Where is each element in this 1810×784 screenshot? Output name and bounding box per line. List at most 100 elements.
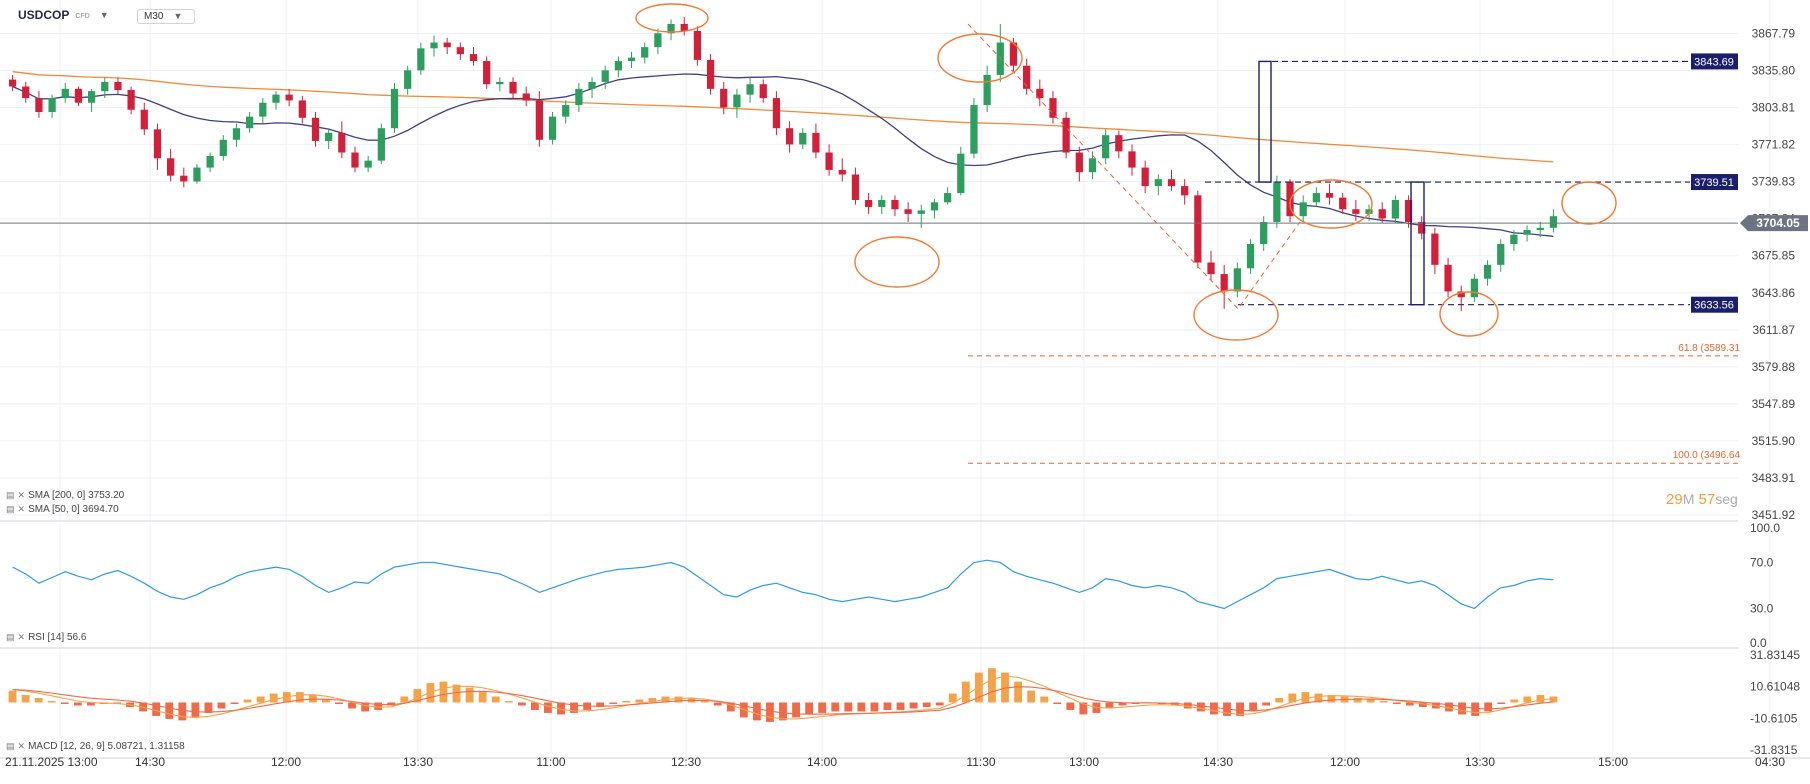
symbol-name[interactable]: USDCOP [18,8,70,22]
price-tick-label: 3835.80 [1752,64,1796,78]
menu-icon[interactable]: ▤ [6,632,15,642]
candle-body [272,94,280,103]
candle-body [1036,88,1044,99]
candle-body [799,132,807,145]
macd-bar [1275,698,1284,703]
close-icon[interactable]: ✕ [17,504,26,514]
macd-legend[interactable]: ▤ ✕ MACD [12, 26, 9] 5.08721, 1.31158 [6,741,185,752]
candle-body [1325,193,1334,198]
time-tick-label: 15:00 [1598,755,1628,769]
macd-bar [491,696,500,703]
candle-body [706,59,715,89]
macd-bar [335,702,343,704]
level-label: 3739.51 [1694,177,1734,189]
candle-body [1115,135,1123,152]
candle-body [588,81,596,89]
time-tick-label: 13:30 [403,755,433,769]
candle-body [469,54,478,62]
candle-body [917,210,925,214]
macd-bar [530,702,539,710]
macd-bar [935,702,944,706]
macd-bar [844,702,853,712]
highlight-ellipse [1561,181,1617,225]
macd-bar [361,702,370,712]
sma50-line [12,73,1554,237]
menu-icon[interactable]: ▤ [6,504,15,514]
time-tick-label: 13:00 [1069,755,1099,769]
time-tick-label: 11:00 [536,755,565,769]
rsi-tick-label: 0.0 [1750,636,1767,650]
sma50-path [12,73,1554,237]
price-tick-label: 3579.88 [1752,360,1796,374]
chevron-down-icon[interactable]: ▼ [99,10,109,20]
macd-bar [1288,693,1297,703]
candle-timer: 29M 57seg [1666,491,1738,508]
level-label: 3843.69 [1694,56,1734,68]
chevron-down-icon[interactable]: ▼ [173,11,183,21]
candle-body [1260,221,1268,244]
macd-bar [1379,701,1388,703]
macd-bar [988,668,996,703]
macd-bar [609,702,618,704]
candle-body [114,81,122,91]
close-icon[interactable]: ✕ [17,490,26,500]
rsi-line [12,559,1554,610]
macd-bar [1314,693,1323,703]
candle-body [417,48,425,71]
macd-bar [1327,695,1336,703]
time-tick-label: 21.11.2025 13:00 [5,755,98,769]
candle-body [1075,152,1083,173]
time-tick-label: 12:30 [671,755,701,769]
candle-body [667,24,675,34]
candle-body [1102,135,1110,159]
timer-seconds-unit: seg [1715,491,1738,507]
macd-tick-label: -10.6105 [1750,711,1798,725]
macd-bar [86,702,95,706]
macd-bar [1366,699,1375,703]
timer-seconds: 57 [1698,491,1716,508]
fib-connector [967,23,1301,310]
timeframe-select[interactable]: M30 ▼ [137,9,196,24]
menu-icon[interactable]: ▤ [6,490,15,500]
symbol-header[interactable]: USDCOP CFD ▼ [18,8,109,22]
axes: 3867.793835.803803.813771.823739.833707.… [5,27,1808,769]
macd-bar [752,702,761,721]
highlight-ellipse [1193,289,1279,341]
candle-body [338,132,346,153]
price-tick-label: 3675.85 [1752,249,1796,263]
candle-body [1009,42,1018,66]
close-icon[interactable]: ✕ [17,741,26,751]
rsi-legend[interactable]: ▤ ✕ RSI [14] 56.6 [6,632,86,643]
close-icon[interactable]: ✕ [17,632,26,642]
candle-body [575,88,583,106]
sma50-legend[interactable]: ▤ ✕ SMA [50, 0] 3694.70 [6,504,119,515]
time-tick-label: 12:00 [1330,755,1360,769]
timer-minutes: 29 [1666,491,1683,508]
candle-body [74,88,83,103]
candle-body [1510,234,1518,244]
current-price-label: 3704.05 [1756,216,1800,230]
time-tick-label: 04:30 [1755,755,1785,769]
candle-body [1141,167,1149,187]
candle-body [1233,268,1241,292]
current-price-tag [1740,215,1808,232]
macd-bar [870,702,879,712]
candle-body [970,105,978,154]
macd-bar [1484,702,1493,712]
drawings[interactable]: 3843.69 3739.51 3633.56 61.8 (3589.31 100.0 … [0,3,1740,464]
macd-bar [1301,692,1310,703]
macd-bar [322,699,330,703]
rsi-tick-label: 70.0 [1750,556,1774,570]
menu-icon[interactable]: ▤ [6,741,15,751]
sma200-legend[interactable]: ▤ ✕ SMA [200, 0] 3753.20 [6,490,124,501]
indicator-panes [0,520,1810,759]
macd-tick-label: 10.61048 [1750,680,1800,694]
macd-bar [1079,702,1088,715]
candle-body [759,84,767,99]
macd-bar [857,702,866,712]
fib-label: 61.8 (3589.31 [1678,343,1740,354]
macd-bar [805,702,814,715]
macd-bar [1027,690,1036,703]
